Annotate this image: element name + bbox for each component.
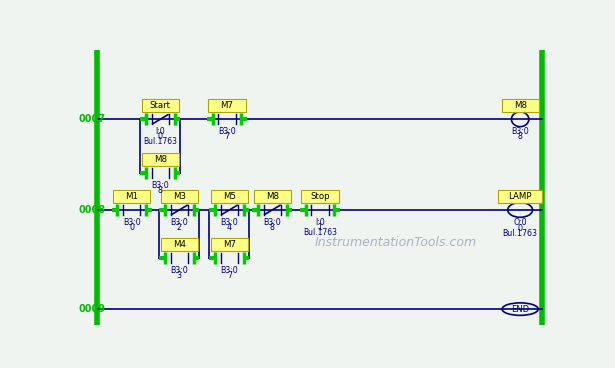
Text: 8: 8 (518, 132, 523, 141)
Text: 0: 0 (129, 223, 134, 232)
FancyBboxPatch shape (161, 238, 198, 251)
FancyBboxPatch shape (208, 99, 245, 113)
Text: 2: 2 (177, 223, 182, 232)
Text: M3: M3 (173, 192, 186, 201)
Text: Stop: Stop (310, 192, 330, 201)
Text: 7: 7 (227, 271, 232, 280)
Text: M7: M7 (221, 101, 234, 110)
Text: 0008: 0008 (78, 205, 105, 215)
Text: M7: M7 (223, 240, 236, 249)
FancyBboxPatch shape (113, 190, 150, 203)
Text: B3:0: B3:0 (151, 181, 169, 190)
Text: 8: 8 (270, 223, 275, 232)
Text: Bul.1763: Bul.1763 (303, 228, 337, 237)
Text: B3:0: B3:0 (170, 266, 188, 275)
FancyBboxPatch shape (502, 99, 539, 113)
Text: B3:0: B3:0 (221, 266, 238, 275)
Text: M8: M8 (154, 155, 167, 164)
Text: M1: M1 (125, 192, 138, 201)
FancyBboxPatch shape (141, 153, 179, 166)
Text: M8: M8 (266, 192, 279, 201)
Text: M4: M4 (173, 240, 186, 249)
Text: LAMP: LAMP (509, 192, 532, 201)
FancyBboxPatch shape (498, 190, 542, 203)
Text: O:0: O:0 (514, 219, 527, 227)
Text: 0: 0 (518, 223, 523, 233)
Text: 4: 4 (227, 223, 232, 232)
FancyBboxPatch shape (254, 190, 291, 203)
Text: B3:0: B3:0 (123, 218, 141, 227)
Text: B3:0: B3:0 (263, 218, 281, 227)
Text: Bul.1763: Bul.1763 (143, 137, 177, 146)
Text: 0: 0 (158, 132, 163, 141)
Text: 3: 3 (177, 271, 182, 280)
Text: 0007: 0007 (78, 114, 105, 124)
Text: B3:0: B3:0 (511, 127, 529, 136)
Text: B3:0: B3:0 (218, 127, 236, 136)
Text: 7: 7 (224, 132, 229, 141)
Text: 8: 8 (158, 186, 163, 195)
Text: Bul.1763: Bul.1763 (502, 229, 538, 238)
Text: END: END (511, 305, 529, 314)
Text: Start: Start (150, 101, 171, 110)
FancyBboxPatch shape (211, 190, 248, 203)
FancyBboxPatch shape (301, 190, 338, 203)
Text: B3:0: B3:0 (170, 218, 188, 227)
Text: I:0: I:0 (315, 218, 325, 227)
Text: B3:0: B3:0 (221, 218, 238, 227)
Text: I:0: I:0 (156, 127, 165, 136)
FancyBboxPatch shape (211, 238, 248, 251)
Text: InstrumentationTools.com: InstrumentationTools.com (315, 236, 477, 249)
FancyBboxPatch shape (141, 99, 179, 113)
Text: M5: M5 (223, 192, 236, 201)
Text: 1: 1 (317, 223, 322, 232)
Text: 0009: 0009 (78, 304, 105, 314)
Text: M8: M8 (514, 101, 526, 110)
FancyBboxPatch shape (161, 190, 198, 203)
